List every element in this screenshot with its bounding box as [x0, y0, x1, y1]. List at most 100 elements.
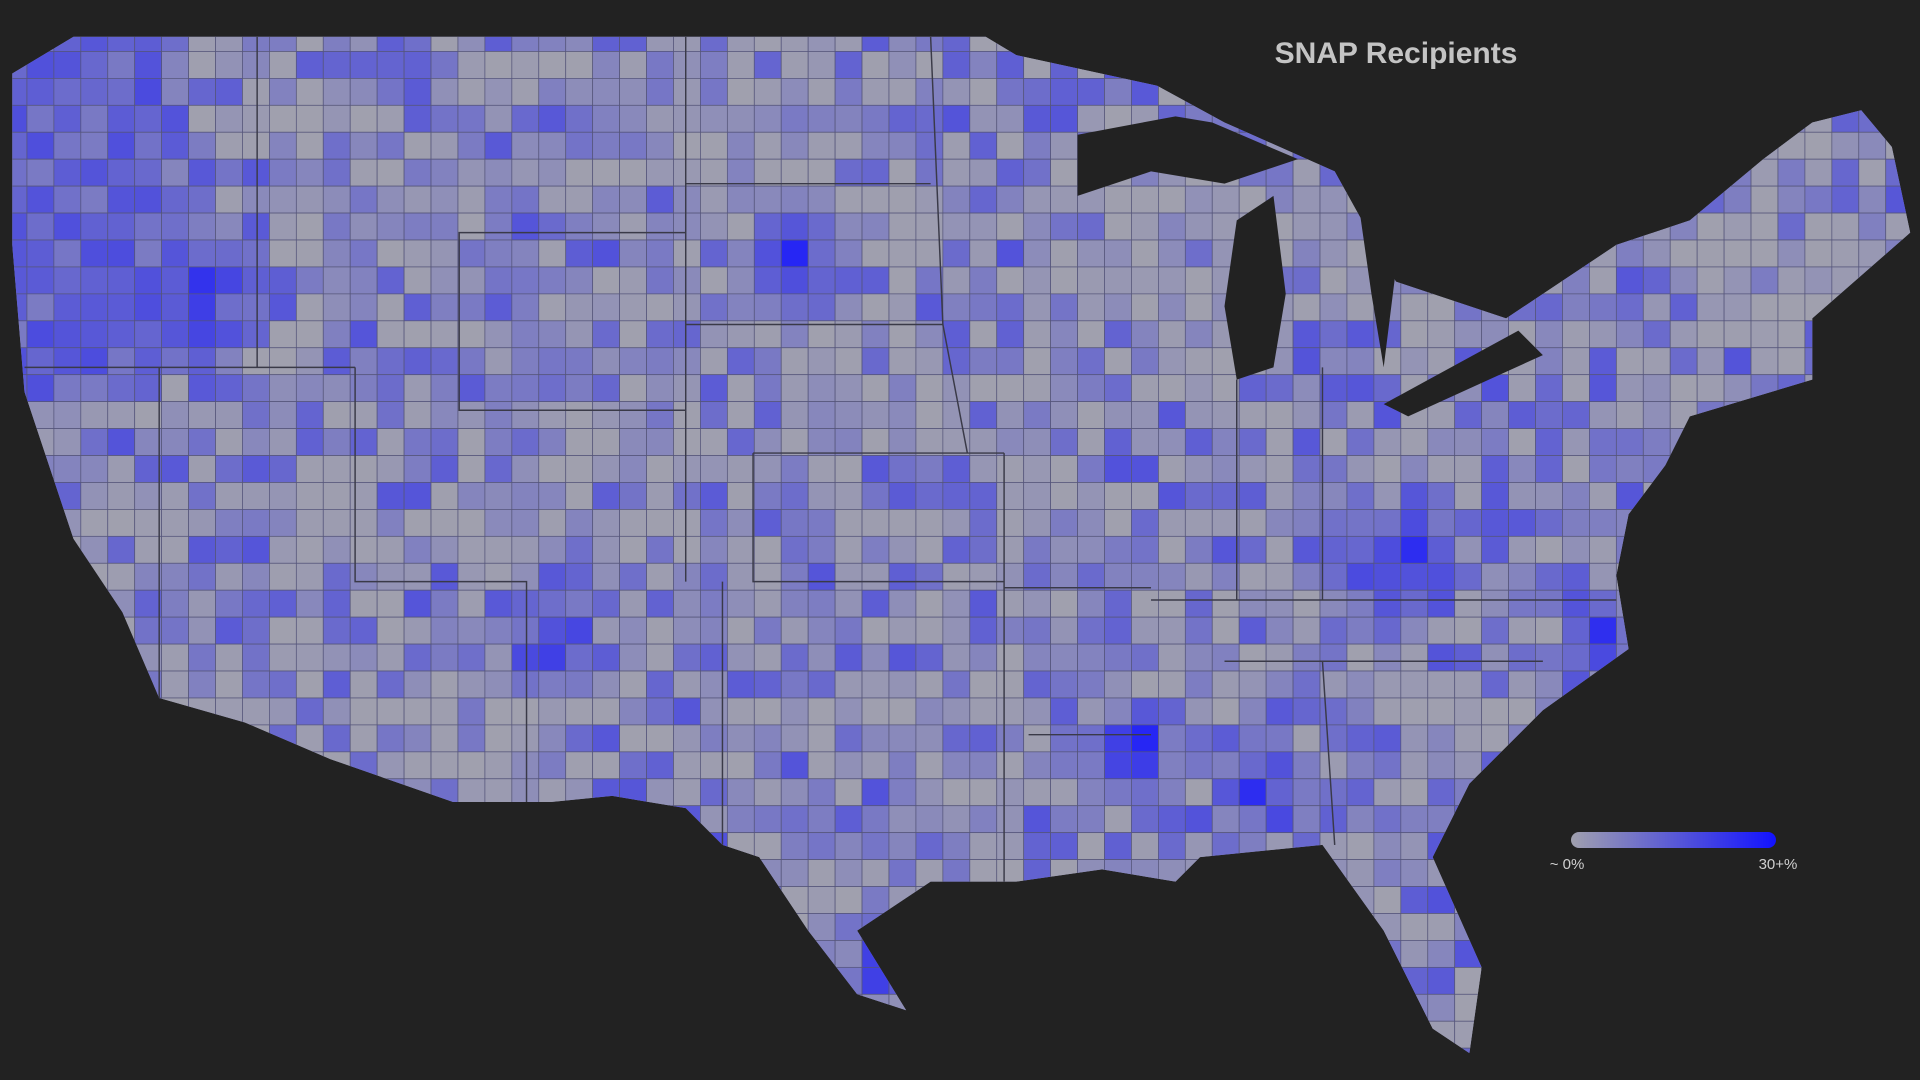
county: [538, 401, 567, 429]
county: [53, 482, 82, 510]
county: [484, 589, 513, 618]
county: [996, 78, 1025, 106]
county: [565, 1020, 594, 1049]
county: [215, 158, 243, 187]
county: [1913, 213, 1920, 240]
county: [1858, 320, 1887, 349]
county: [861, 509, 890, 537]
county: [511, 913, 540, 941]
county: [1184, 482, 1213, 510]
county: [242, 724, 270, 753]
county: [1481, 616, 1509, 645]
county: [780, 1020, 809, 1049]
county: [1885, 805, 1911, 834]
county: [1723, 1020, 1752, 1049]
county: [1615, 185, 1644, 214]
county: [242, 428, 270, 456]
county: [1077, 1047, 1105, 1054]
county: [161, 104, 189, 133]
county: [1454, 589, 1483, 618]
county: [700, 78, 728, 106]
county: [349, 966, 378, 995]
county: [726, 805, 755, 834]
county: [215, 535, 243, 564]
county: [1589, 778, 1617, 807]
county: [1077, 832, 1105, 860]
county: [80, 320, 109, 349]
county: [1913, 321, 1920, 348]
county: [1885, 886, 1911, 914]
county: [1158, 966, 1186, 995]
county: [484, 401, 513, 429]
county: [1535, 751, 1563, 780]
county: [1750, 455, 1779, 483]
county: [1104, 266, 1132, 295]
county: [1615, 401, 1644, 429]
county: [1346, 913, 1375, 941]
county: [1885, 185, 1911, 214]
county: [565, 36, 594, 52]
county: [80, 212, 109, 241]
county: [565, 670, 594, 699]
county: [1831, 535, 1860, 564]
county: [619, 293, 647, 322]
county: [1535, 966, 1563, 995]
county: [12, 212, 28, 241]
county: [807, 347, 836, 376]
county: [1723, 940, 1752, 968]
county: [376, 1047, 405, 1054]
county: [565, 940, 594, 968]
county: [1535, 104, 1563, 133]
county: [780, 697, 809, 726]
county: [646, 428, 674, 456]
county: [1400, 589, 1429, 618]
county: [26, 913, 55, 941]
county: [511, 185, 540, 214]
county: [1723, 428, 1752, 456]
county: [322, 886, 351, 914]
county: [1373, 778, 1402, 807]
county: [1831, 940, 1860, 968]
county: [188, 78, 216, 106]
county: [592, 347, 620, 376]
county: [322, 185, 351, 214]
county: [1642, 212, 1671, 241]
county: [888, 158, 917, 187]
county: [161, 643, 189, 672]
county: [430, 724, 459, 753]
county: [646, 940, 674, 968]
county: [1615, 670, 1644, 699]
county: [1589, 293, 1617, 322]
county: [996, 697, 1025, 726]
county: [1804, 778, 1833, 807]
county: [1804, 509, 1833, 537]
county: [673, 778, 701, 807]
county: [1589, 36, 1617, 52]
county: [1373, 374, 1402, 403]
county: [511, 239, 540, 268]
county: [1373, 940, 1402, 968]
county: [1615, 347, 1644, 376]
county: [1184, 36, 1213, 52]
county: [1913, 590, 1920, 617]
county: [888, 455, 917, 483]
county: [592, 104, 620, 133]
county: [1723, 293, 1752, 322]
county: [295, 266, 324, 295]
county: [1723, 805, 1752, 834]
county: [565, 913, 594, 941]
county: [1131, 751, 1159, 780]
county: [1292, 1020, 1321, 1049]
county: [1238, 697, 1267, 726]
county: [538, 1047, 567, 1054]
county: [242, 993, 270, 1022]
county: [1669, 589, 1698, 618]
county: [538, 832, 567, 860]
county: [215, 212, 243, 241]
county: [349, 509, 378, 537]
county: [888, 562, 917, 591]
county: [1562, 751, 1590, 780]
county: [996, 212, 1025, 241]
county: [1184, 724, 1213, 753]
county: [996, 562, 1025, 591]
